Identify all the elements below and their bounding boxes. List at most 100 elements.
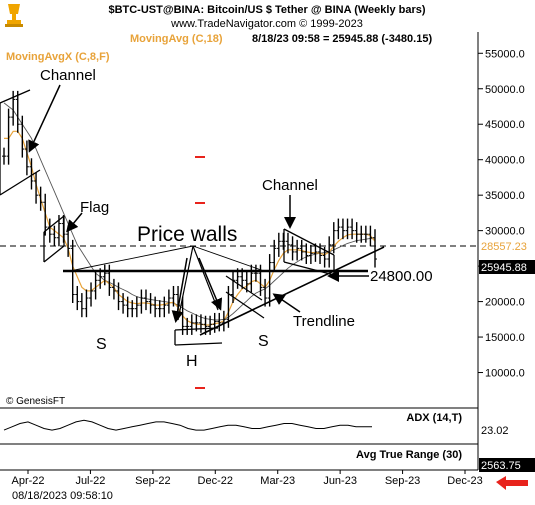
ohlc-bar — [93, 271, 98, 300]
adx-series-line — [3, 419, 372, 431]
ohlc-bar — [295, 239, 300, 261]
annotation-right-shoulder: S — [258, 333, 269, 350]
ohlc-bar — [121, 293, 126, 314]
x-tick-label: Dec-23 — [447, 475, 482, 487]
ohlc-bar — [263, 278, 268, 307]
ohlc-bar — [299, 239, 304, 261]
flag-upper-line — [43, 215, 65, 233]
annotation-flag: Flag — [80, 199, 109, 216]
adx-title: ADX (14,T) — [406, 412, 462, 424]
ohlc-bar — [24, 140, 29, 176]
ohlc-bar — [304, 243, 309, 264]
ma8-layer — [4, 130, 376, 326]
ohlc-bar — [285, 232, 290, 254]
channel-upper-line — [0, 89, 31, 104]
adx-layer — [3, 419, 372, 431]
y-tick-label: 30000.0 — [485, 226, 525, 238]
ohlc-bar — [148, 293, 153, 314]
ohlc-bar — [153, 296, 158, 318]
x-tick-label: Jun-23 — [323, 475, 357, 487]
ma8-series-line — [4, 130, 376, 326]
annotation-support-level: 24800.00 — [370, 268, 433, 285]
annotation-left-shoulder: S — [96, 336, 107, 353]
ohlc-bar — [2, 147, 6, 165]
ma18-layer — [3, 102, 376, 321]
ohlc-bar — [166, 289, 171, 314]
ohlc-bar — [336, 218, 341, 240]
x-tick-label: Apr-22 — [11, 475, 44, 487]
y-tick-label: 45000.0 — [485, 119, 525, 131]
x-tick-layer: Apr-22 Jul-22 Sep-22 Dec-22 Mar-23 Jun-23 Sep-… — [11, 470, 483, 487]
legend-movavg: MovingAvg (C,18) — [130, 33, 223, 45]
price-label-bg-2 — [479, 260, 535, 274]
ohlc-bar — [208, 315, 213, 335]
annotation-channel-right: Channel — [262, 177, 318, 194]
ohlc-bar — [313, 243, 318, 262]
ohlc-bar — [359, 225, 364, 243]
price-label-last: 25945.88 — [481, 262, 527, 274]
ohlc-bar — [185, 317, 190, 335]
adx-last-value: 23.02 — [481, 425, 509, 437]
x-tick-label: Sep-22 — [135, 475, 170, 487]
ohlc-bar — [52, 225, 57, 247]
price-label-ma: 28557.23 — [481, 241, 527, 253]
chart-title: $BTC-UST@BINA: Bitcoin/US $ Tether @ BIN… — [108, 4, 425, 16]
ohlc-bar — [244, 271, 249, 293]
y-tick-label: 35000.0 — [485, 190, 525, 202]
y-tick-label: 55000.0 — [485, 48, 525, 60]
drawing-layer — [0, 89, 385, 346]
ohlc-bar — [198, 314, 203, 333]
ohlc-bar — [20, 115, 25, 158]
ohlc-bar — [15, 90, 20, 133]
quote-readout: 8/18/23 09:58 = 25945.88 (-3480.15) — [252, 33, 432, 45]
x-tick-label: Jul-22 — [75, 475, 105, 487]
ohlc-bar — [267, 254, 272, 307]
ohlc-bar — [130, 300, 135, 318]
brand-logo — [5, 4, 23, 27]
ohlc-bar — [345, 218, 350, 240]
ohlc-bar — [111, 278, 116, 300]
ohlc-bar — [79, 293, 84, 318]
ohlc-bar — [38, 186, 43, 211]
ohlc-bar — [272, 239, 277, 272]
y-tick-label: 50000.0 — [485, 84, 525, 96]
adx-label-bg — [479, 423, 535, 437]
ohlc-bar — [125, 296, 130, 318]
ohlc-bar — [171, 285, 176, 307]
ohlc-bar — [189, 314, 194, 335]
ohlc-bar — [162, 296, 167, 318]
scroll-right-arrow-icon[interactable] — [496, 476, 528, 490]
y-tick-layer: 55000.0 50000.0 45000.0 40000.0 35000.0 30000… — [478, 48, 525, 380]
ohlc-bar — [157, 300, 162, 318]
ohlc-bar — [350, 218, 355, 240]
ohlc-bar — [340, 218, 345, 240]
ohlc-bar — [75, 285, 80, 311]
ohlc-bar — [134, 296, 139, 318]
ohlc-bar — [102, 264, 107, 286]
watermark: © GenesisFT — [6, 396, 65, 407]
ohlc-bar — [143, 289, 148, 311]
channel-lower-line — [0, 169, 41, 196]
ohlc-bar — [331, 222, 336, 254]
annotation-arrows — [28, 84, 369, 323]
red-markers — [195, 156, 205, 389]
channel2-upper-line — [283, 228, 335, 256]
atr-last-value: 2563.75 — [481, 460, 521, 472]
flag-lower-line — [43, 245, 65, 263]
ohlc-bar — [308, 244, 313, 264]
annotations: Channel Flag Price walls Channel 24800.0… — [40, 67, 433, 370]
ohlc-bar — [34, 172, 39, 204]
atr-label-bg — [479, 458, 535, 472]
ohlc-bar — [290, 236, 295, 261]
annotation-channel-left: Channel — [40, 67, 96, 84]
ohlc-bar — [84, 289, 89, 318]
chart-subtitle: www.TradeNavigator.com © 1999-2023 — [170, 18, 363, 30]
atr-title: Avg True Range (30) — [356, 449, 462, 461]
channel2-lower-line — [283, 261, 335, 276]
price-label-bg-1 — [479, 239, 535, 253]
ohlc-bar — [212, 312, 217, 333]
ohlc-bar — [217, 312, 222, 332]
annotation-head: H — [186, 353, 198, 370]
ohlc-bar — [373, 229, 377, 268]
x-tick-label: Dec-22 — [198, 475, 233, 487]
